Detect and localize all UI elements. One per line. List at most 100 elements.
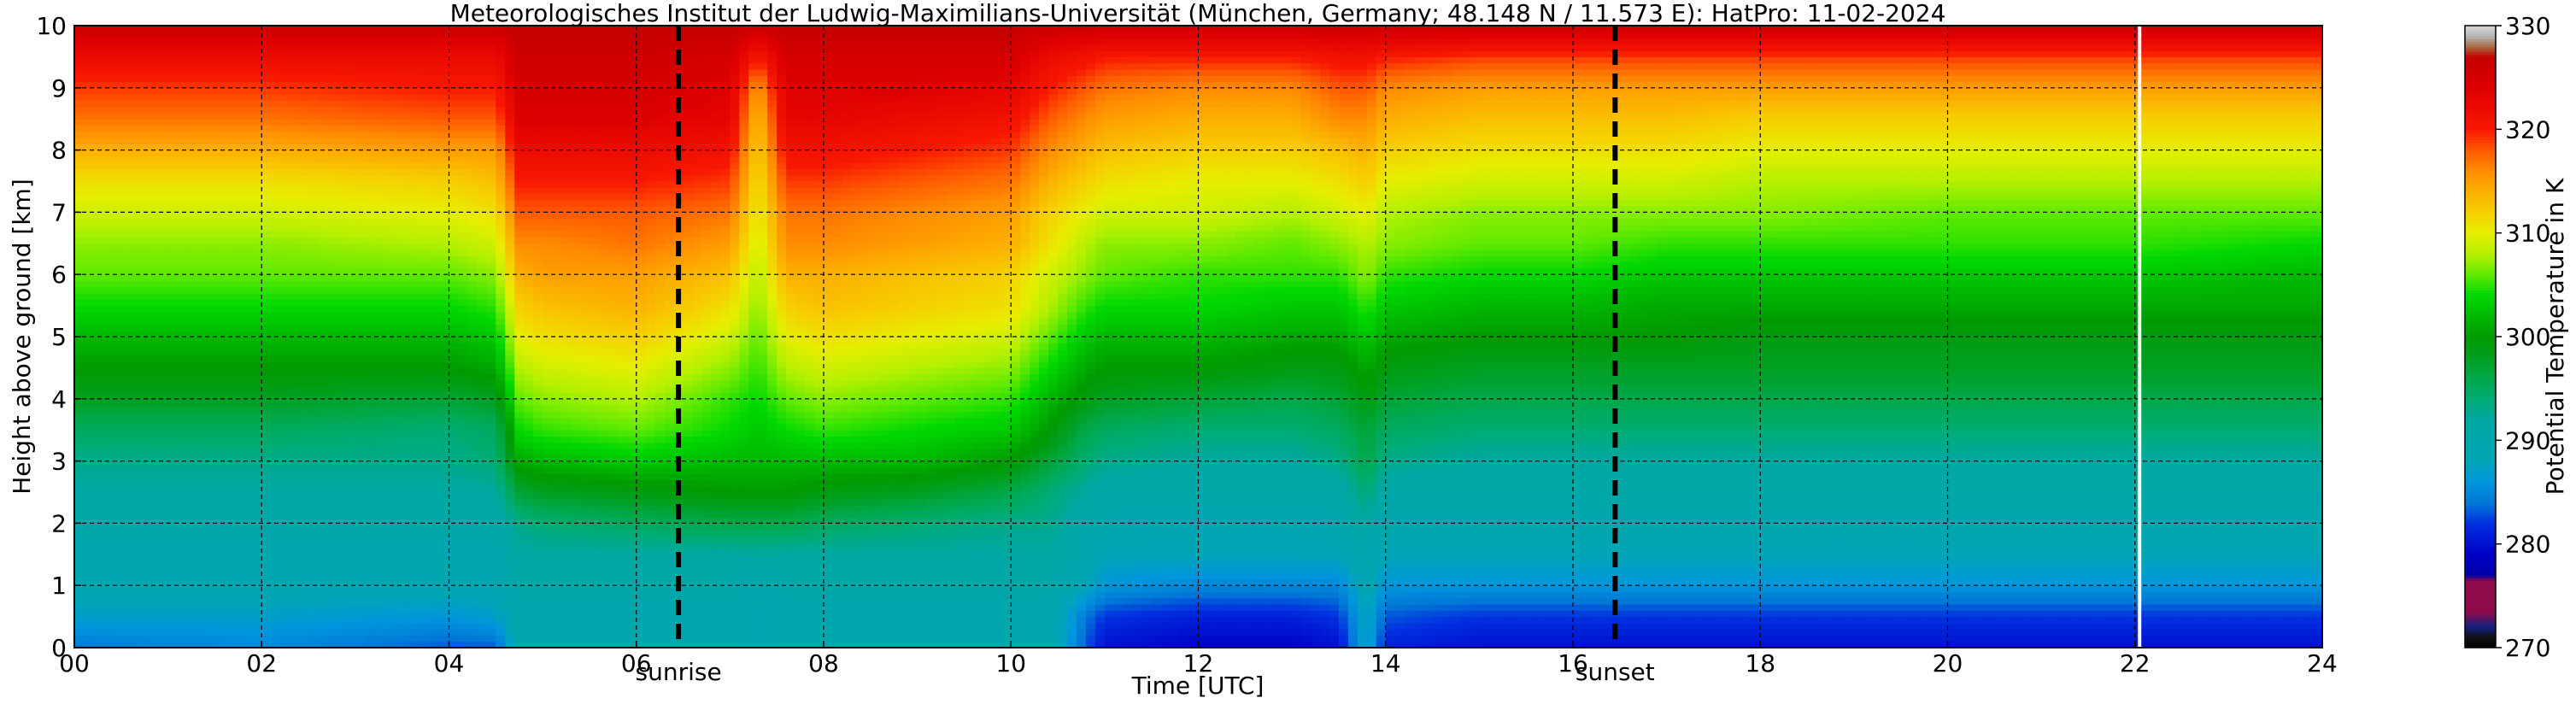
heatmap-cell xyxy=(430,330,441,337)
heatmap-cell xyxy=(214,255,225,263)
heatmap-cell xyxy=(280,411,290,419)
heatmap-cell xyxy=(224,386,234,394)
heatmap-cell xyxy=(233,405,244,412)
heatmap-cell xyxy=(83,616,94,624)
heatmap-cell xyxy=(477,218,487,226)
heatmap-cell xyxy=(345,466,356,474)
heatmap-cell xyxy=(139,411,150,419)
heatmap-cell xyxy=(496,492,506,499)
heatmap-cell xyxy=(130,622,141,630)
heatmap-cell xyxy=(524,32,534,39)
heatmap-cell xyxy=(383,504,394,512)
heatmap-cell xyxy=(74,131,85,138)
heatmap-cell xyxy=(120,379,132,387)
heatmap-cell xyxy=(280,554,290,561)
heatmap-cell xyxy=(364,510,375,518)
heatmap-cell xyxy=(326,423,337,431)
heatmap-cell xyxy=(383,119,394,126)
heatmap-cell xyxy=(261,498,272,506)
heatmap-cell xyxy=(167,417,179,425)
heatmap-cell xyxy=(449,466,460,474)
heatmap-cell xyxy=(92,38,103,45)
heatmap-cell xyxy=(233,361,244,368)
heatmap-cell xyxy=(280,106,290,114)
heatmap-cell xyxy=(158,392,169,400)
heatmap-cell xyxy=(167,405,179,412)
heatmap-cell xyxy=(120,485,132,493)
heatmap-cell xyxy=(308,517,319,524)
heatmap-cell xyxy=(139,517,150,524)
heatmap-cell xyxy=(364,436,375,443)
heatmap-cell xyxy=(102,26,113,32)
heatmap-cell xyxy=(308,411,319,419)
heatmap-cell xyxy=(345,405,356,412)
heatmap-cell xyxy=(243,187,253,195)
heatmap-cell xyxy=(290,622,300,630)
heatmap-cell xyxy=(373,485,384,493)
heatmap-cell xyxy=(364,629,375,637)
heatmap-cell xyxy=(326,75,337,83)
heatmap-cell xyxy=(177,504,188,512)
heatmap-cell xyxy=(299,32,309,39)
heatmap-cell xyxy=(102,542,113,549)
heatmap-cell xyxy=(130,249,141,256)
heatmap-cell xyxy=(149,455,160,462)
heatmap-cell xyxy=(308,299,319,307)
heatmap-cell xyxy=(290,50,300,57)
heatmap-cell xyxy=(496,616,506,624)
heatmap-cell xyxy=(402,56,413,64)
heatmap-cell xyxy=(505,498,515,506)
heatmap-cell xyxy=(373,193,384,201)
heatmap-cell xyxy=(252,305,262,313)
heatmap-cell xyxy=(514,299,525,307)
heatmap-cell xyxy=(158,318,169,326)
heatmap-cell xyxy=(449,138,460,144)
heatmap-cell xyxy=(186,206,197,213)
heatmap-cell xyxy=(411,112,422,120)
heatmap-cell xyxy=(290,199,300,207)
heatmap-cell xyxy=(326,548,337,555)
heatmap-cell xyxy=(205,361,216,368)
heatmap-cell xyxy=(318,523,328,531)
heatmap-cell xyxy=(411,423,422,431)
heatmap-cell xyxy=(196,392,207,400)
heatmap-cell xyxy=(402,405,413,412)
heatmap-cell xyxy=(383,94,394,101)
heatmap-cell xyxy=(308,212,319,220)
heatmap-cell xyxy=(392,554,403,561)
heatmap-cell xyxy=(533,386,543,394)
heatmap-cell xyxy=(224,318,234,326)
heatmap-cell xyxy=(533,510,543,518)
heatmap-cell xyxy=(120,461,132,468)
heatmap-cell xyxy=(111,32,122,39)
heatmap-cell xyxy=(364,311,375,319)
heatmap-cell xyxy=(158,255,169,263)
heatmap-cell xyxy=(355,155,366,163)
heatmap-cell xyxy=(224,635,234,642)
heatmap-cell xyxy=(373,517,384,524)
heatmap-cell xyxy=(280,119,290,126)
heatmap-cell xyxy=(102,324,113,331)
heatmap-cell xyxy=(486,44,496,51)
heatmap-cell xyxy=(167,510,179,518)
heatmap-cell xyxy=(477,119,487,126)
heatmap-cell xyxy=(196,181,207,188)
heatmap-cell xyxy=(243,174,253,182)
heatmap-cell xyxy=(458,529,469,537)
heatmap-cell xyxy=(392,566,403,574)
heatmap-cell xyxy=(430,523,441,531)
heatmap-cell xyxy=(290,585,300,593)
heatmap-cell xyxy=(102,597,113,605)
heatmap-cell xyxy=(420,274,431,282)
heatmap-cell xyxy=(430,318,441,326)
heatmap-cell xyxy=(477,355,487,362)
heatmap-cell xyxy=(477,81,487,89)
heatmap-cell xyxy=(345,343,356,350)
heatmap-cell xyxy=(299,610,309,618)
heatmap-cell xyxy=(74,442,85,449)
heatmap-cell xyxy=(392,62,403,70)
heatmap-cell xyxy=(467,337,478,343)
heatmap-cell xyxy=(299,106,309,114)
heatmap-cell xyxy=(224,330,234,337)
heatmap-cell xyxy=(308,367,319,375)
